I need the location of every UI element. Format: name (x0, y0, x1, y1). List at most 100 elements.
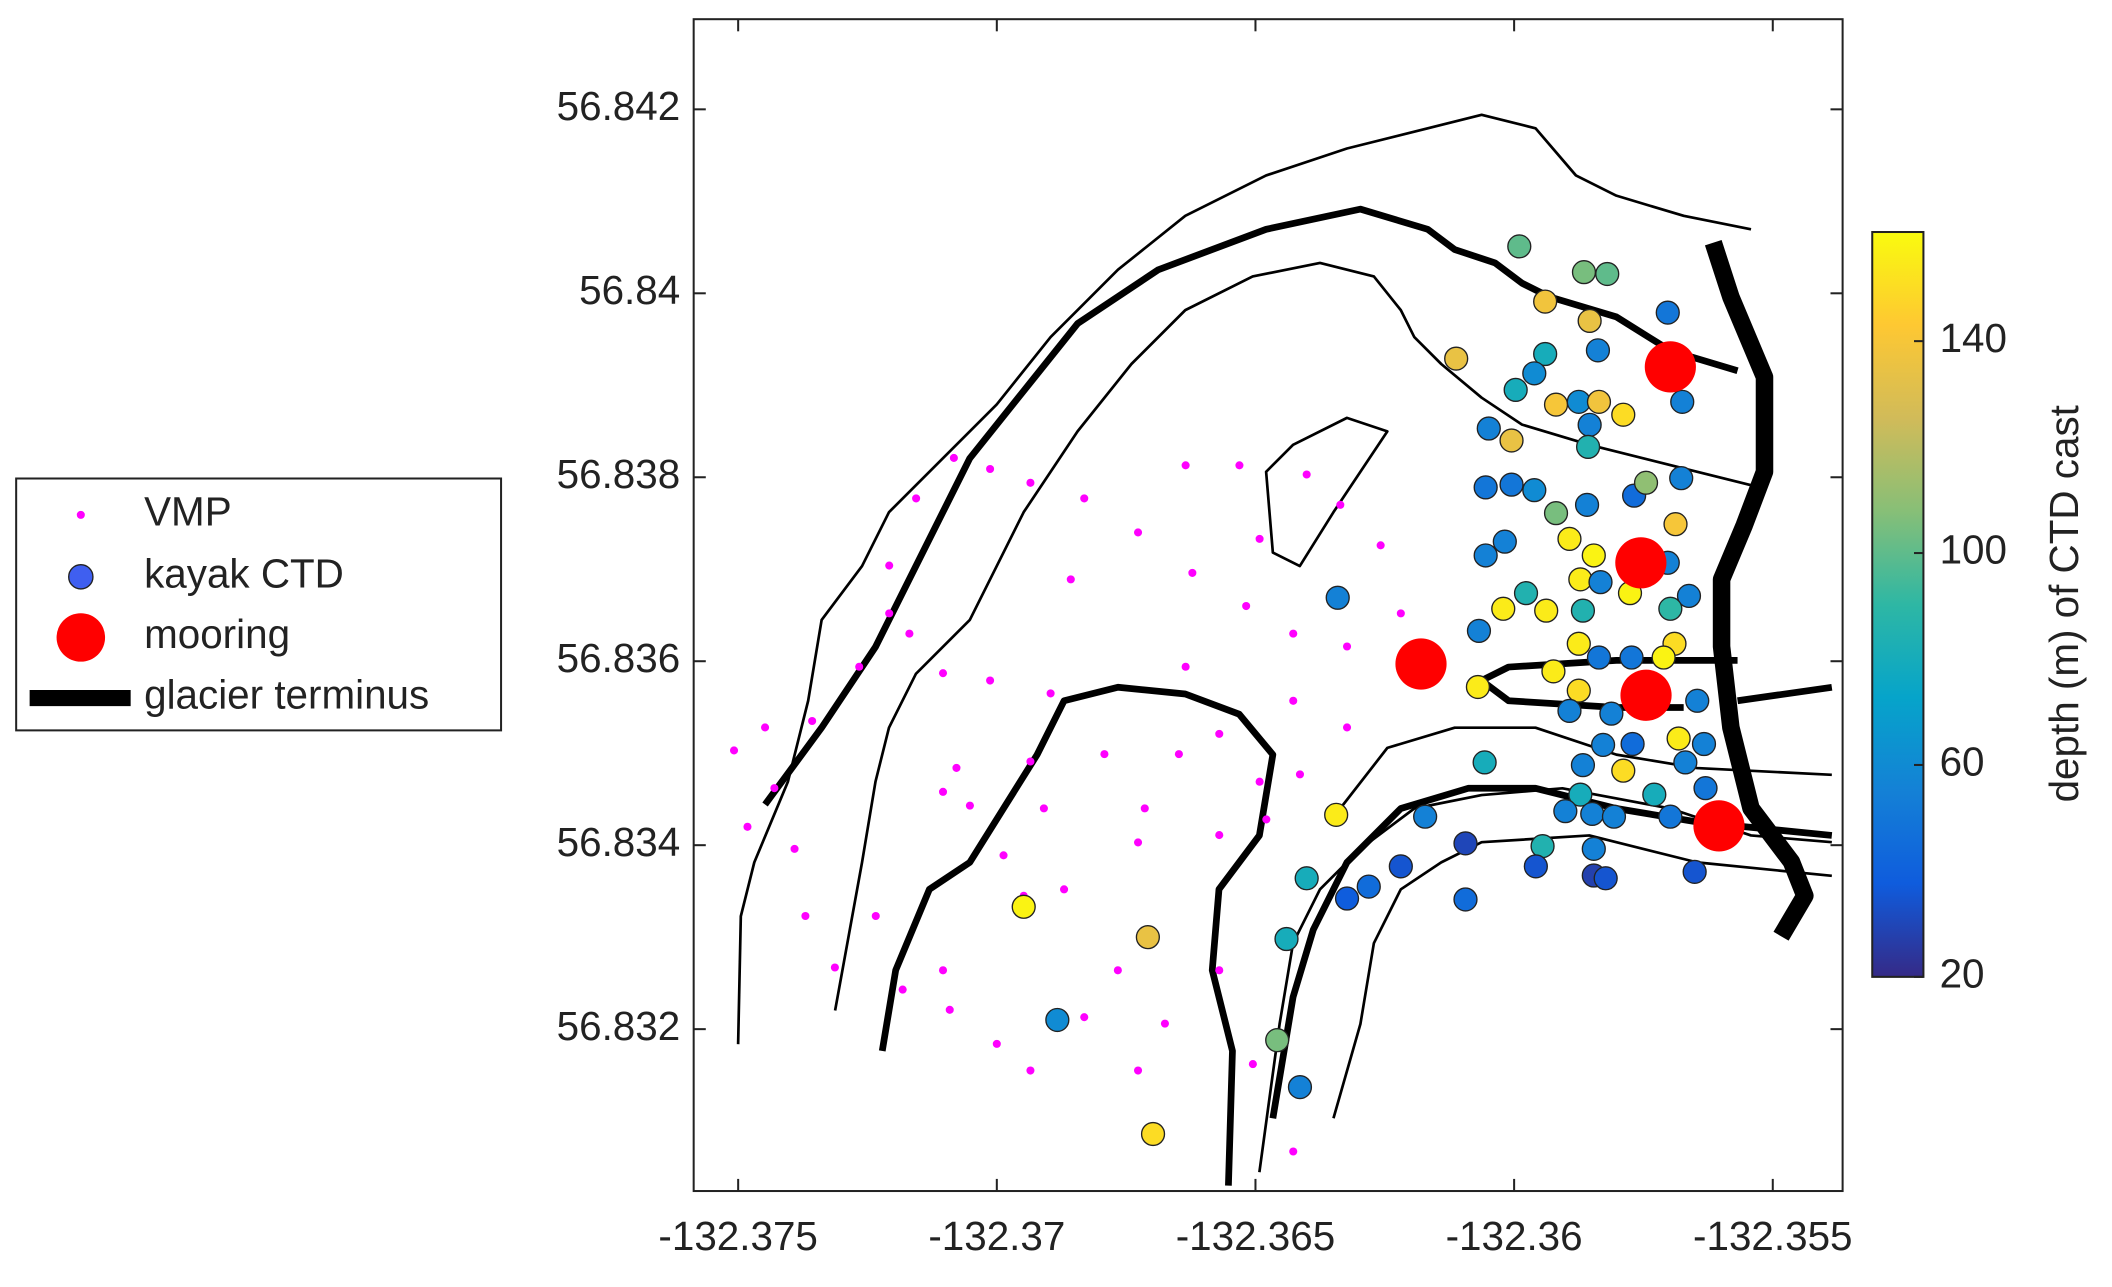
vmp-point (1080, 494, 1089, 503)
mooring-point (1620, 669, 1672, 721)
ctd-point (1676, 583, 1702, 609)
ctd-point (1553, 799, 1578, 824)
vmp-point (801, 911, 810, 921)
ctd-point (1530, 833, 1555, 859)
ctd-point (1491, 596, 1516, 621)
ctd-point (1522, 361, 1547, 386)
ctd-point (1388, 854, 1413, 879)
vmp-point (912, 494, 921, 503)
ctd-point (1599, 701, 1624, 726)
ctd-point (1499, 472, 1524, 497)
vmp-point (992, 1039, 1001, 1048)
vmp-point (790, 844, 799, 853)
vmp-point (1181, 461, 1190, 470)
vmp-point (808, 716, 817, 726)
vmp-point (1133, 528, 1143, 537)
ctd-point (1586, 389, 1612, 414)
vmp-point (761, 723, 770, 732)
ctd-point (1533, 341, 1558, 367)
ctd-point (1669, 466, 1694, 491)
ctd-point (1541, 659, 1566, 684)
ctd-point (1566, 389, 1591, 414)
ctd-point (1287, 1074, 1313, 1100)
ctd-point (1568, 567, 1593, 592)
vmp-point (1396, 609, 1405, 618)
ctd-point (1611, 758, 1636, 783)
glacier-terminus (1704, 240, 1814, 941)
ctd-point (1663, 512, 1688, 537)
y-tick-label: 56.838 (557, 451, 681, 497)
vmp-point (871, 911, 880, 921)
mooring-point (1644, 341, 1696, 393)
ctd-point (1334, 886, 1360, 911)
colorbar-label: depth (m) of CTD cast (2041, 405, 2087, 802)
contours (736, 113, 1833, 1186)
vmp-point (1140, 804, 1149, 813)
ctd-point (1543, 392, 1569, 417)
legend-label: glacier terminus (144, 672, 429, 718)
ctd-point (1673, 750, 1698, 775)
vmp-point (905, 629, 914, 638)
mooring-point (1615, 537, 1667, 589)
ctd-point (1670, 389, 1695, 414)
vmp-point (770, 784, 779, 793)
ctd-point (1324, 802, 1349, 827)
contour (878, 683, 1277, 1186)
contour (1269, 784, 1833, 1119)
ctd-point (1666, 726, 1691, 751)
legend (15, 477, 503, 732)
vmp-point (949, 453, 958, 462)
ctd-point (1140, 1121, 1166, 1147)
vmp-point (1248, 1060, 1257, 1069)
legend-swatch (56, 613, 106, 662)
ctd-point (1413, 804, 1438, 829)
ctd-point (1543, 501, 1569, 526)
vmp-point (938, 966, 948, 975)
vmp-point (1342, 642, 1352, 651)
ctd-point (1507, 234, 1532, 259)
legend-label: mooring (144, 611, 290, 657)
ctd-point (1633, 470, 1659, 495)
ctd-point (1294, 866, 1319, 891)
ctd-point (1503, 377, 1528, 402)
marks (729, 234, 1814, 1156)
ctd-point (1566, 631, 1591, 656)
ctd-point (1265, 1028, 1290, 1053)
vmp-point (938, 787, 948, 796)
ctd-point (1570, 598, 1596, 623)
ctd-point (1574, 492, 1600, 517)
vmp-point (885, 609, 894, 618)
colorbar-tick-label: 140 (1940, 315, 2007, 361)
ctd-point (1658, 804, 1683, 829)
vmp-point (1188, 568, 1197, 577)
contour (1339, 726, 1832, 810)
vmp-point (1133, 1066, 1143, 1075)
ctd-point (1685, 688, 1710, 713)
contour (736, 113, 1752, 1045)
ctd-point (1473, 475, 1498, 500)
vmp-point (1289, 1147, 1298, 1156)
vmp-point (999, 851, 1008, 860)
ctd-point (1356, 874, 1381, 899)
ctd-point (1601, 804, 1627, 829)
vmp-point (1215, 966, 1224, 975)
ctd-point (1590, 732, 1616, 758)
mooring-point (1395, 638, 1447, 690)
ctd-point (1611, 402, 1636, 427)
ctd-point (1570, 753, 1596, 778)
vmp-point (986, 676, 995, 685)
vmp-point (945, 1005, 954, 1014)
x-tick-label: -132.365 (1176, 1213, 1335, 1259)
vmp-point (729, 746, 739, 755)
legend-label: kayak CTD (144, 550, 344, 596)
ctd-point (1655, 300, 1680, 325)
colorbar-tick-label: 20 (1940, 951, 1985, 997)
vmp-point (885, 561, 894, 570)
ctd-point (1577, 412, 1602, 437)
ctd-point (1651, 645, 1676, 670)
vmp-point (1039, 804, 1048, 813)
ctd-point (1585, 338, 1611, 363)
ctd-point (1619, 645, 1644, 670)
